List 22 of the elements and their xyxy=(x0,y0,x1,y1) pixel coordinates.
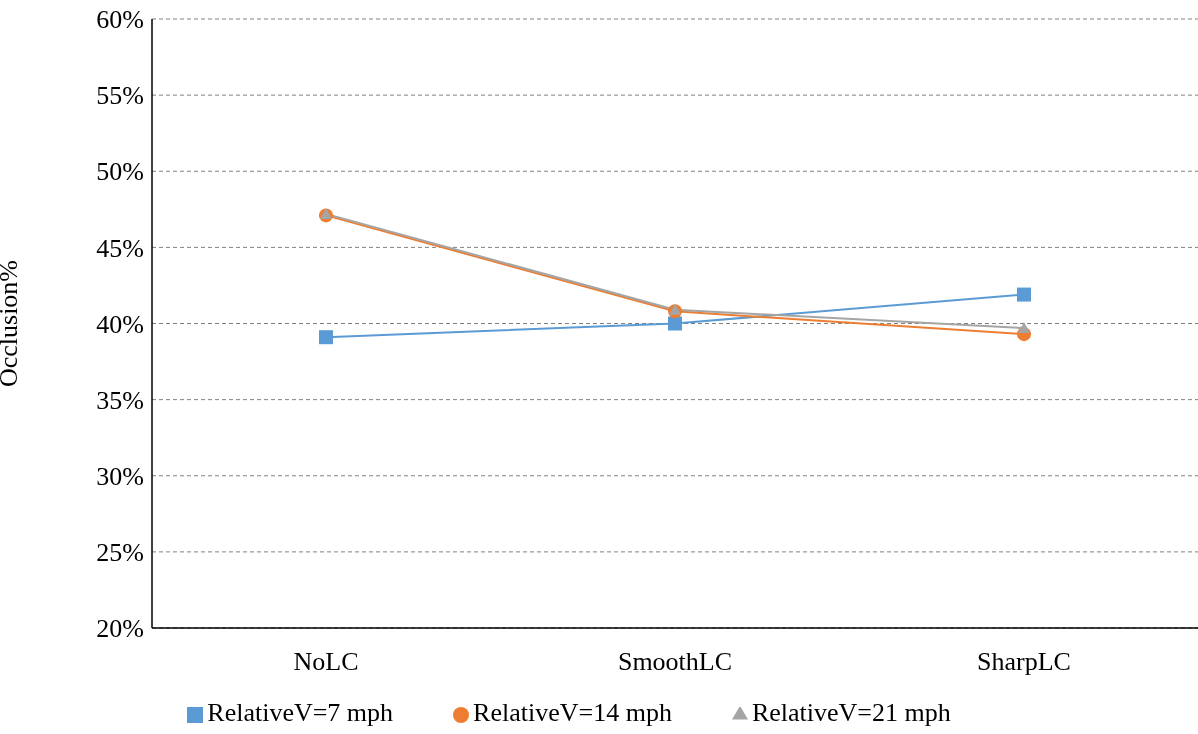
x-tick-label: SmoothLC xyxy=(617,647,733,677)
point xyxy=(669,303,681,315)
y-tick-label: 50% xyxy=(96,157,144,187)
point xyxy=(1017,287,1031,302)
point xyxy=(1018,322,1030,334)
y-tick-label: 25% xyxy=(96,538,144,568)
y-tick-label: 30% xyxy=(96,461,144,491)
y-tick-label: 55% xyxy=(96,81,144,111)
legend-label: RelativeV=14 mph xyxy=(473,698,672,727)
y-tick-label: 40% xyxy=(96,309,144,339)
point xyxy=(668,316,682,331)
y-tick-label: 45% xyxy=(96,233,144,263)
point xyxy=(320,207,332,219)
y-tick-label: 60% xyxy=(96,5,144,35)
y-tick-label: 35% xyxy=(96,385,144,415)
legend-label: RelativeV=21 mph xyxy=(751,698,951,727)
x-tick-label: SharpLC xyxy=(977,647,1071,677)
x-tick-label: NoLC xyxy=(293,647,359,677)
y-axis-title: Occlusion% xyxy=(0,259,24,388)
point xyxy=(319,330,333,345)
y-tick-label: 20% xyxy=(96,614,144,644)
legend-label: RelativeV=7 mph xyxy=(207,698,394,727)
